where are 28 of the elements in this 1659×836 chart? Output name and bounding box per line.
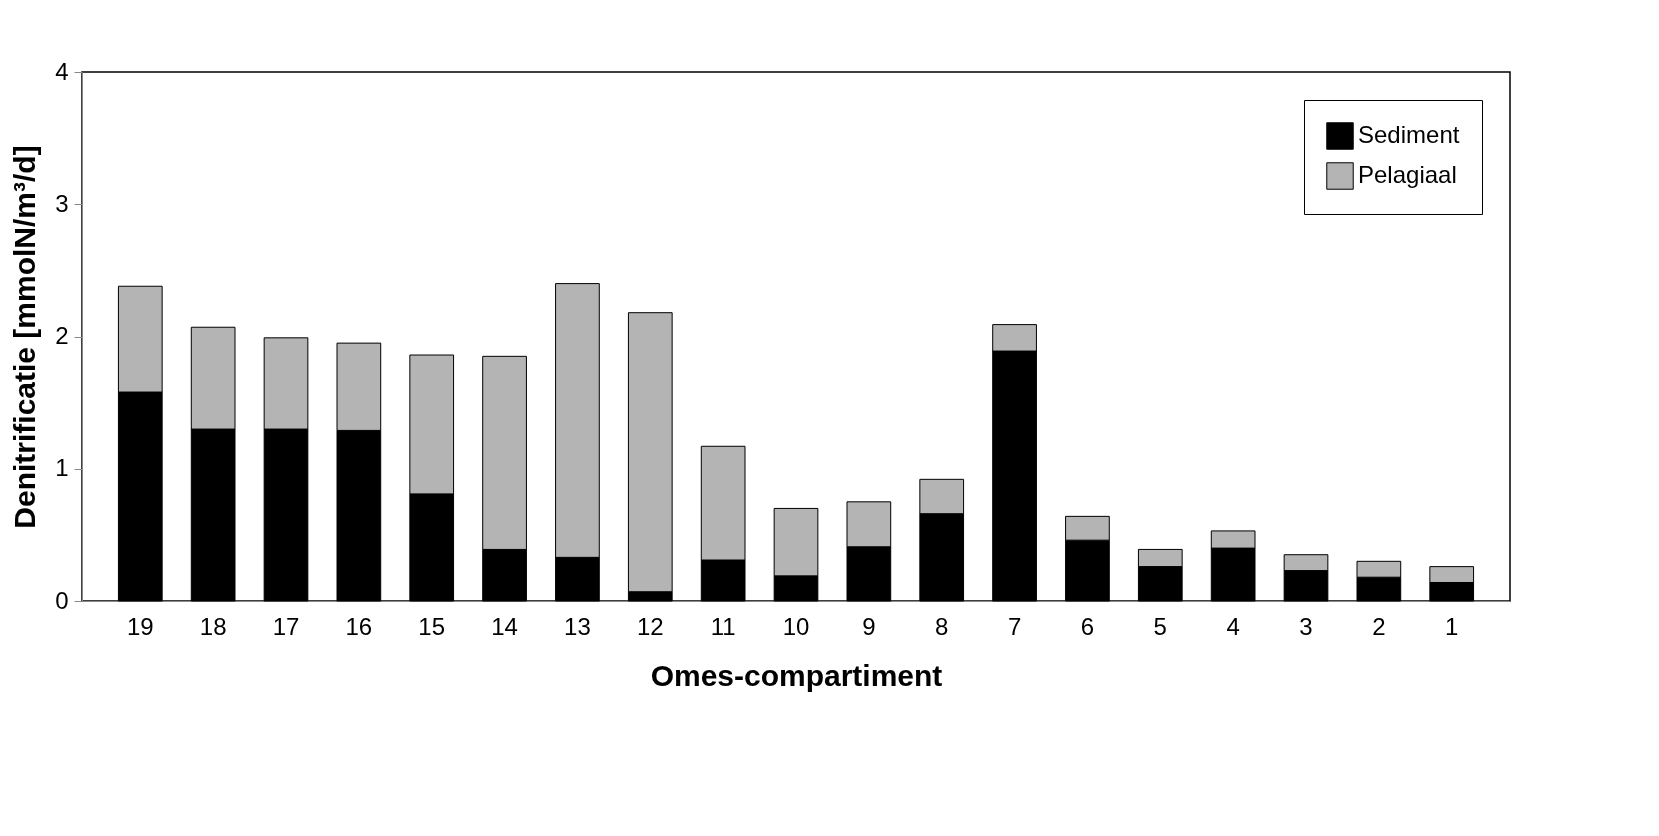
x-tick-label: 5 [1153, 612, 1167, 640]
x-tick-label: 2 [1372, 612, 1386, 640]
x-tick-label: 9 [862, 612, 876, 640]
x-tick-label: 13 [564, 612, 591, 640]
y-tick-label: 1 [55, 454, 69, 482]
x-tick-label: 15 [418, 612, 446, 640]
x-axis-title: Omes-compartiment [650, 658, 943, 692]
x-tick-label: 16 [345, 612, 373, 640]
x-tick-label: 18 [199, 612, 227, 640]
x-tick-label: 3 [1299, 612, 1313, 640]
y-tick-label: 2 [55, 322, 69, 349]
x-tick-label: 7 [1007, 612, 1022, 640]
x-tick-label: 10 [782, 612, 810, 640]
x-tick-label: 6 [1080, 612, 1095, 640]
y-axis-title: Denitrificatie [mmolN/m³/d] [8, 145, 42, 529]
y-tick-label: 3 [55, 189, 69, 217]
x-tick-label: 4 [1226, 612, 1240, 640]
x-tick-label: 17 [272, 612, 300, 640]
y-tick-label: 4 [55, 57, 69, 85]
legend-label: Sediment [1358, 121, 1460, 148]
x-tick-label: 12 [636, 612, 664, 640]
y-tick-label: 0 [55, 586, 69, 614]
x-tick-label: 11 [710, 612, 736, 640]
x-tick-label: 19 [126, 612, 154, 640]
x-tick-label: 1 [1445, 612, 1459, 640]
legend-label: Pelagiaal [1358, 161, 1457, 188]
x-tick-label: 8 [935, 612, 949, 640]
x-tick-label: 14 [491, 612, 518, 640]
